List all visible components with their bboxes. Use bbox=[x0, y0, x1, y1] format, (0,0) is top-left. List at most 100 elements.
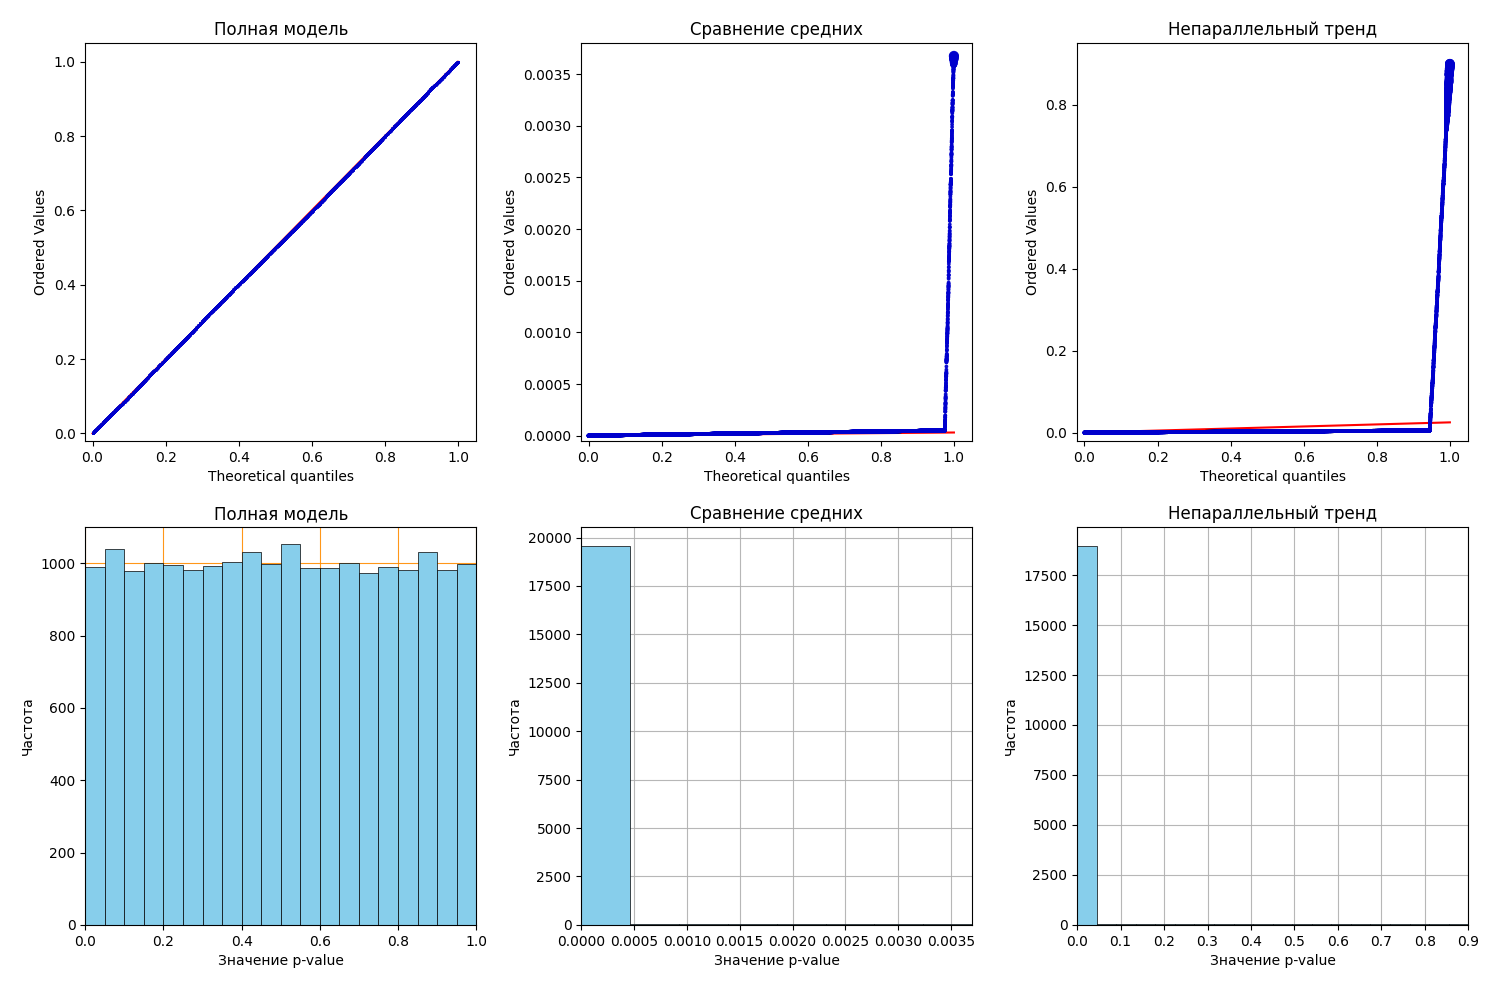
Point bbox=[648, 426, 672, 442]
Point bbox=[770, 425, 794, 441]
Point bbox=[153, 352, 177, 368]
Point bbox=[152, 353, 176, 369]
Point bbox=[868, 423, 892, 439]
Point bbox=[1397, 422, 1421, 438]
Point bbox=[1222, 424, 1246, 440]
Point bbox=[761, 425, 785, 441]
Point bbox=[736, 425, 759, 441]
Point bbox=[829, 424, 853, 440]
Point bbox=[229, 274, 253, 290]
Point bbox=[198, 305, 222, 320]
Point bbox=[249, 254, 272, 270]
Point bbox=[213, 291, 237, 307]
Point bbox=[1374, 423, 1398, 439]
Point bbox=[907, 423, 931, 439]
Point bbox=[155, 350, 179, 366]
Point bbox=[430, 69, 454, 85]
Point bbox=[893, 423, 917, 439]
Point bbox=[252, 251, 275, 267]
Point bbox=[1435, 101, 1459, 117]
Point bbox=[636, 427, 660, 443]
Point bbox=[780, 424, 804, 440]
Point bbox=[853, 423, 877, 439]
Point bbox=[1203, 424, 1227, 440]
Point bbox=[252, 251, 275, 267]
Point bbox=[1209, 424, 1233, 440]
Point bbox=[1170, 424, 1194, 440]
Point bbox=[1206, 424, 1230, 440]
Point bbox=[1346, 423, 1370, 439]
Point bbox=[1135, 424, 1158, 440]
Point bbox=[1191, 424, 1215, 440]
Point bbox=[345, 156, 369, 172]
Point bbox=[427, 73, 451, 89]
Point bbox=[602, 427, 625, 443]
Point bbox=[1106, 424, 1130, 440]
Point bbox=[730, 425, 753, 441]
Point bbox=[1292, 423, 1316, 439]
Point bbox=[1114, 424, 1138, 440]
Point bbox=[730, 425, 753, 441]
Point bbox=[329, 174, 353, 190]
Point bbox=[404, 97, 427, 113]
Point bbox=[608, 427, 631, 443]
Point bbox=[639, 427, 663, 443]
Point bbox=[144, 360, 168, 376]
Point bbox=[750, 425, 774, 441]
Point bbox=[1166, 424, 1190, 440]
Point bbox=[1254, 423, 1278, 439]
Point bbox=[1179, 424, 1203, 440]
Point bbox=[89, 416, 113, 432]
Point bbox=[707, 426, 731, 442]
Point bbox=[1120, 424, 1144, 440]
Point bbox=[241, 263, 265, 279]
Point bbox=[1365, 423, 1389, 439]
Point bbox=[387, 114, 411, 130]
Point bbox=[1118, 424, 1142, 440]
Point bbox=[609, 427, 633, 443]
Point bbox=[127, 380, 150, 396]
Point bbox=[599, 427, 622, 443]
Point bbox=[797, 424, 820, 440]
Point bbox=[1185, 424, 1209, 440]
Point bbox=[216, 288, 240, 304]
Point bbox=[664, 426, 688, 442]
Point bbox=[307, 197, 331, 213]
Point bbox=[165, 339, 189, 355]
Point bbox=[1364, 423, 1388, 439]
Point bbox=[706, 426, 730, 442]
Point bbox=[1202, 424, 1225, 440]
Point bbox=[910, 423, 934, 439]
Point bbox=[345, 157, 369, 173]
Point bbox=[616, 427, 640, 443]
Point bbox=[657, 426, 680, 442]
Point bbox=[1254, 423, 1278, 439]
Point bbox=[252, 252, 275, 268]
Point bbox=[423, 78, 447, 94]
Point bbox=[1312, 423, 1336, 439]
Point bbox=[1170, 424, 1194, 440]
Point bbox=[789, 424, 813, 440]
Point bbox=[896, 423, 920, 439]
Point bbox=[1267, 423, 1291, 439]
Point bbox=[378, 123, 402, 138]
Point bbox=[1208, 424, 1231, 440]
Point bbox=[718, 425, 742, 441]
Point bbox=[1093, 424, 1117, 440]
Point bbox=[401, 100, 424, 116]
Point bbox=[1316, 423, 1340, 439]
Point bbox=[1179, 424, 1203, 440]
Point bbox=[677, 426, 701, 442]
Point bbox=[217, 287, 241, 303]
Point bbox=[371, 132, 395, 147]
Point bbox=[884, 423, 908, 439]
Point bbox=[1077, 424, 1100, 440]
Point bbox=[430, 70, 454, 86]
Point bbox=[387, 113, 411, 129]
Point bbox=[317, 186, 341, 202]
Point bbox=[259, 243, 283, 259]
Point bbox=[871, 423, 895, 439]
Point bbox=[707, 426, 731, 442]
Point bbox=[192, 312, 216, 327]
Point bbox=[679, 426, 703, 442]
